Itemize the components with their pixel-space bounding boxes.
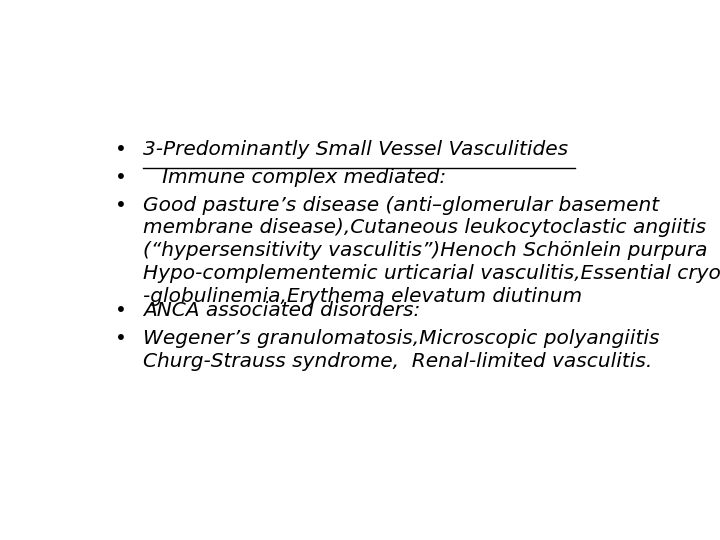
- Text: •: •: [114, 195, 127, 214]
- Text: Wegener’s granulomatosis,Microscopic polyangiitis
Churg-Strauss syndrome,  Renal: Wegener’s granulomatosis,Microscopic pol…: [143, 329, 660, 370]
- Text: •: •: [114, 140, 127, 159]
- Text: 3-Predominantly Small Vessel Vasculitides: 3-Predominantly Small Vessel Vasculitide…: [143, 140, 575, 159]
- Text: •: •: [114, 301, 127, 320]
- Text: •: •: [114, 329, 127, 348]
- Text: Good pasture’s disease (anti–glomerular basement
membrane disease),Cutaneous leu: Good pasture’s disease (anti–glomerular …: [143, 195, 720, 306]
- Text: ANCA associated disorders:: ANCA associated disorders:: [143, 301, 420, 320]
- Text: •: •: [114, 167, 127, 187]
- Text: Immune complex mediated:: Immune complex mediated:: [143, 167, 446, 187]
